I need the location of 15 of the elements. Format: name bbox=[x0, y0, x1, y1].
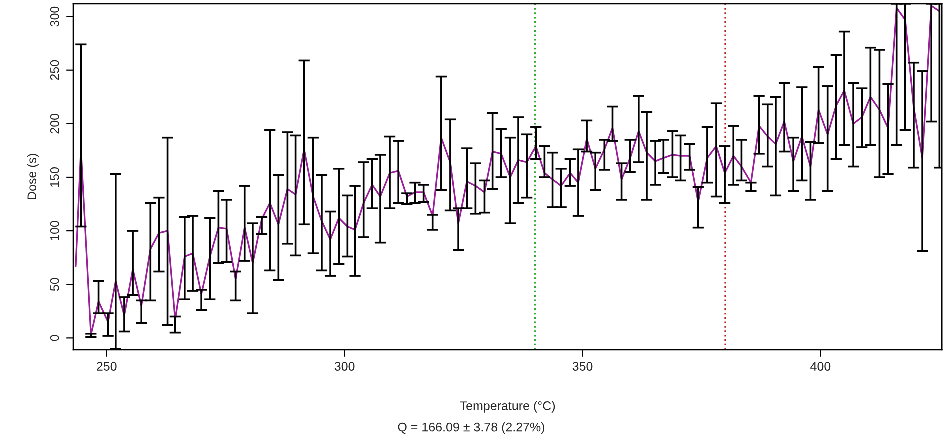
y-tick-label: 300 bbox=[50, 6, 60, 27]
y-axis-title: Dose (s) bbox=[27, 154, 39, 200]
y-tick-label: 50 bbox=[50, 278, 60, 292]
y-tick-label: 150 bbox=[50, 168, 60, 187]
y-tick-label: 0 bbox=[50, 335, 60, 342]
y-tick-label: 100 bbox=[50, 221, 60, 241]
line-series bbox=[75, 5, 941, 336]
text: Q = 166.09 ± 3.78 (2.27%) bbox=[398, 422, 545, 434]
x-tick-label: 400 bbox=[810, 362, 831, 371]
y-tick-label: 250 bbox=[50, 60, 60, 80]
x-tick-label: 350 bbox=[572, 362, 593, 371]
x-axis-title: Temperature (°C) bbox=[460, 401, 556, 413]
x-tick-label: 250 bbox=[97, 362, 117, 371]
x-tick-label: 300 bbox=[334, 362, 355, 371]
y-tick-label: 200 bbox=[50, 114, 60, 134]
